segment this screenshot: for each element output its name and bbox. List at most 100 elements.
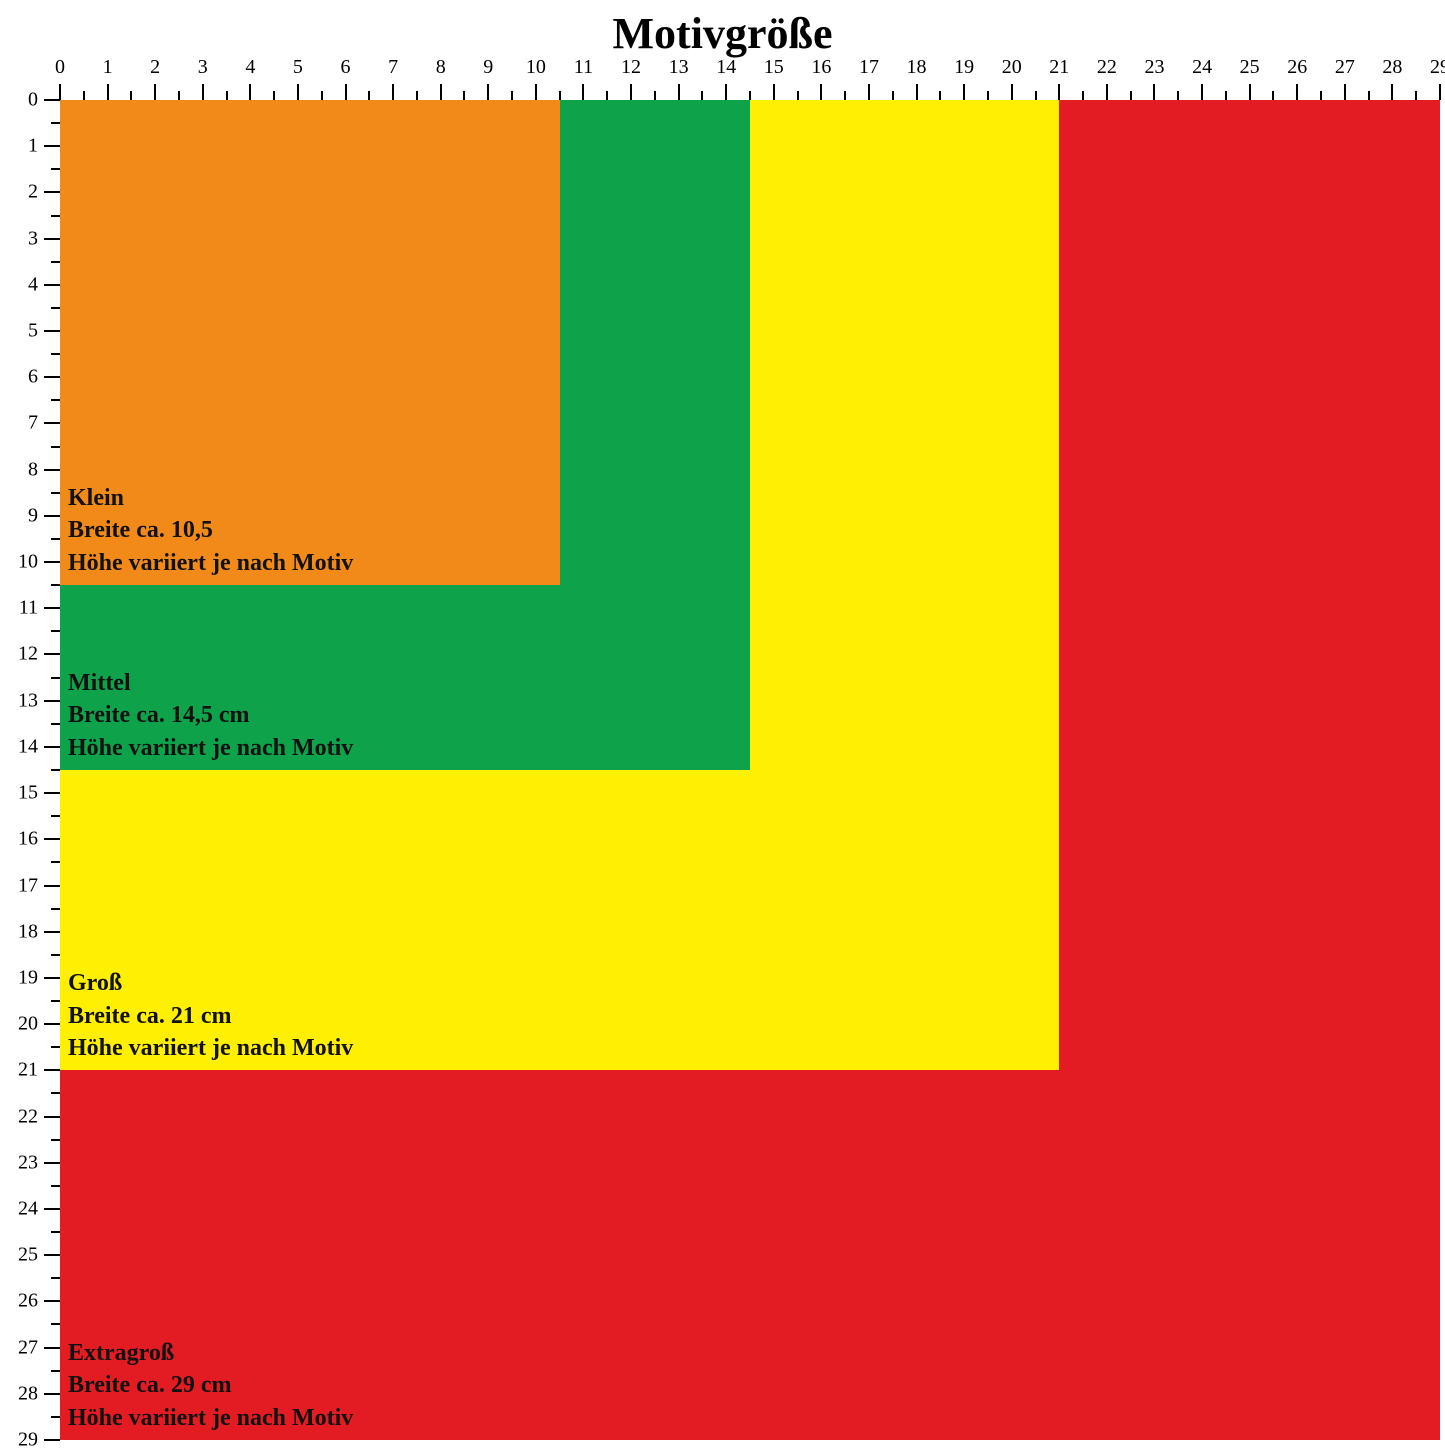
ruler-tick-major bbox=[202, 84, 204, 100]
ruler-tick-major bbox=[297, 84, 299, 100]
ruler-tick-minor bbox=[51, 1370, 60, 1372]
ruler-number: 10 bbox=[18, 551, 38, 574]
ruler-tick-major bbox=[44, 1439, 60, 1441]
size-width-text: Breite ca. 21 cm bbox=[68, 1000, 353, 1032]
ruler-number: 23 bbox=[1144, 56, 1164, 79]
ruler-tick-minor bbox=[51, 307, 60, 309]
ruler-tick-major bbox=[154, 84, 156, 100]
ruler-tick-minor bbox=[51, 538, 60, 540]
ruler-number: 2 bbox=[28, 181, 38, 204]
ruler-number: 13 bbox=[18, 689, 38, 712]
size-name: Extragroß bbox=[68, 1337, 353, 1369]
ruler-vertical: 0123456789101112131415161718192021222324… bbox=[0, 100, 60, 1440]
ruler-tick-minor bbox=[559, 91, 561, 100]
ruler-number: 19 bbox=[18, 966, 38, 989]
ruler-horizontal: 0123456789101112131415161718192021222324… bbox=[60, 56, 1440, 100]
ruler-tick-major bbox=[582, 84, 584, 100]
ruler-tick-major bbox=[44, 238, 60, 240]
ruler-tick-minor bbox=[797, 91, 799, 100]
ruler-tick-minor bbox=[1272, 91, 1274, 100]
ruler-tick-major bbox=[44, 838, 60, 840]
ruler-tick-minor bbox=[749, 91, 751, 100]
ruler-number: 18 bbox=[907, 56, 927, 79]
ruler-tick-minor bbox=[654, 91, 656, 100]
ruler-number: 14 bbox=[716, 56, 736, 79]
ruler-tick-minor bbox=[51, 353, 60, 355]
ruler-tick-major bbox=[916, 84, 918, 100]
ruler-tick-minor bbox=[51, 723, 60, 725]
ruler-tick-major bbox=[44, 1208, 60, 1210]
size-width-text: Breite ca. 14,5 cm bbox=[68, 699, 353, 731]
ruler-tick-minor bbox=[1177, 91, 1179, 100]
ruler-tick-minor bbox=[226, 91, 228, 100]
size-height-text: Höhe variiert je nach Motiv bbox=[68, 732, 353, 764]
ruler-tick-minor bbox=[321, 91, 323, 100]
ruler-number: 6 bbox=[28, 366, 38, 389]
ruler-number: 24 bbox=[18, 1197, 38, 1220]
ruler-tick-minor bbox=[130, 91, 132, 100]
ruler-tick-major bbox=[1106, 84, 1108, 100]
ruler-tick-major bbox=[1296, 84, 1298, 100]
size-width-text: Breite ca. 29 cm bbox=[68, 1369, 353, 1401]
ruler-tick-major bbox=[345, 84, 347, 100]
ruler-number: 28 bbox=[1382, 56, 1402, 79]
ruler-tick-minor bbox=[1035, 91, 1037, 100]
ruler-number: 8 bbox=[28, 458, 38, 481]
ruler-tick-minor bbox=[51, 1231, 60, 1233]
ruler-tick-major bbox=[44, 330, 60, 332]
ruler-number: 16 bbox=[811, 56, 831, 79]
ruler-number: 12 bbox=[621, 56, 641, 79]
ruler-tick-minor bbox=[51, 1046, 60, 1048]
ruler-number: 25 bbox=[1240, 56, 1260, 79]
ruler-number: 24 bbox=[1192, 56, 1212, 79]
ruler-number: 2 bbox=[150, 56, 160, 79]
ruler-tick-minor bbox=[178, 91, 180, 100]
ruler-number: 25 bbox=[18, 1244, 38, 1267]
plot-area: ExtragroßBreite ca. 29 cm Höhe variiert j… bbox=[60, 100, 1440, 1440]
ruler-tick-major bbox=[1439, 84, 1441, 100]
ruler-number: 11 bbox=[574, 56, 593, 79]
ruler-tick-minor bbox=[51, 446, 60, 448]
ruler-tick-major bbox=[249, 84, 251, 100]
ruler-tick-minor bbox=[51, 168, 60, 170]
ruler-tick-major bbox=[44, 561, 60, 563]
ruler-tick-minor bbox=[51, 861, 60, 863]
ruler-tick-minor bbox=[1415, 91, 1417, 100]
ruler-tick-major bbox=[630, 84, 632, 100]
ruler-number: 26 bbox=[18, 1290, 38, 1313]
ruler-tick-minor bbox=[368, 91, 370, 100]
ruler-number: 4 bbox=[28, 273, 38, 296]
ruler-number: 11 bbox=[19, 597, 38, 620]
ruler-number: 20 bbox=[18, 1013, 38, 1036]
ruler-tick-minor bbox=[51, 815, 60, 817]
ruler-tick-minor bbox=[51, 630, 60, 632]
ruler-tick-minor bbox=[606, 91, 608, 100]
ruler-number: 5 bbox=[28, 320, 38, 343]
ruler-number: 27 bbox=[18, 1336, 38, 1359]
ruler-number: 16 bbox=[18, 828, 38, 851]
ruler-tick-minor bbox=[1225, 91, 1227, 100]
size-name: Groß bbox=[68, 967, 353, 999]
ruler-number: 13 bbox=[669, 56, 689, 79]
ruler-tick-minor bbox=[51, 1277, 60, 1279]
ruler-tick-minor bbox=[1368, 91, 1370, 100]
ruler-tick-minor bbox=[51, 1416, 60, 1418]
ruler-tick-major bbox=[44, 700, 60, 702]
size-label-klein: KleinBreite ca. 10,5Höhe variiert je nac… bbox=[68, 482, 353, 579]
ruler-number: 26 bbox=[1287, 56, 1307, 79]
ruler-tick-major bbox=[44, 1116, 60, 1118]
ruler-tick-major bbox=[44, 746, 60, 748]
ruler-tick-minor bbox=[51, 261, 60, 263]
ruler-tick-minor bbox=[83, 91, 85, 100]
ruler-tick-major bbox=[44, 607, 60, 609]
ruler-tick-major bbox=[44, 191, 60, 193]
ruler-number: 17 bbox=[859, 56, 879, 79]
ruler-tick-minor bbox=[51, 1092, 60, 1094]
ruler-tick-minor bbox=[51, 215, 60, 217]
ruler-tick-major bbox=[1201, 84, 1203, 100]
ruler-tick-minor bbox=[463, 91, 465, 100]
ruler-tick-minor bbox=[51, 122, 60, 124]
ruler-number: 1 bbox=[28, 135, 38, 158]
ruler-tick-minor bbox=[51, 1323, 60, 1325]
ruler-tick-minor bbox=[51, 492, 60, 494]
